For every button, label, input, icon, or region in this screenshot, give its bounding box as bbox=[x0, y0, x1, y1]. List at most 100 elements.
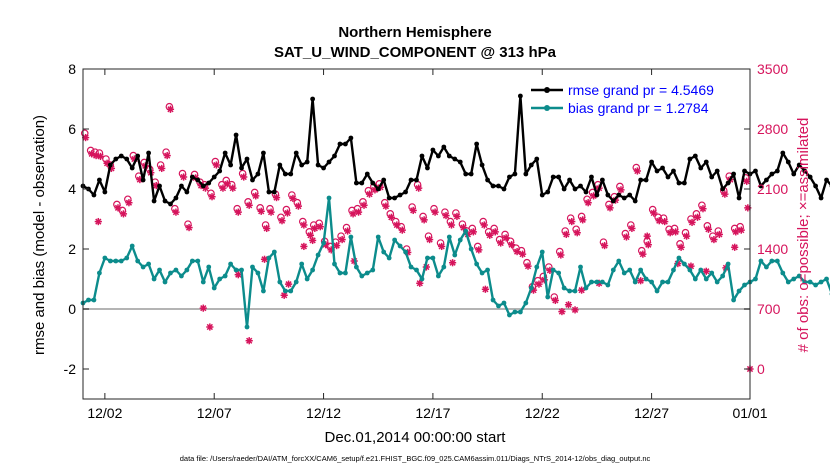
obs-assimilated-marker bbox=[393, 221, 400, 228]
bias-point bbox=[469, 247, 474, 252]
bias-point bbox=[354, 265, 359, 270]
obs-assimilated-marker bbox=[399, 227, 406, 234]
bias-point bbox=[436, 274, 441, 279]
bias-point bbox=[250, 265, 255, 270]
bias-point bbox=[92, 298, 97, 303]
bias-point bbox=[819, 280, 824, 285]
bias-point bbox=[277, 280, 282, 285]
obs-assimilated-marker bbox=[565, 301, 572, 308]
rmse-point bbox=[392, 196, 397, 201]
obs-assimilated-marker bbox=[300, 221, 307, 228]
obs-assimilated-marker bbox=[349, 210, 356, 217]
rmse-point bbox=[97, 178, 102, 183]
rmse-point bbox=[589, 175, 594, 180]
bias-point bbox=[239, 268, 244, 273]
rmse-point bbox=[234, 133, 239, 138]
obs-assimilated-marker bbox=[623, 233, 630, 240]
bias-point bbox=[420, 277, 425, 282]
rmse-point bbox=[731, 172, 736, 177]
obs-assimilated-marker bbox=[114, 204, 121, 211]
obs-assimilated-marker bbox=[628, 225, 635, 232]
rmse-point bbox=[174, 196, 179, 201]
obs-assimilated-marker bbox=[579, 216, 586, 223]
bias-point bbox=[742, 283, 747, 288]
bias-point bbox=[381, 250, 386, 255]
bias-point bbox=[485, 268, 490, 273]
bias-point bbox=[338, 271, 343, 276]
rmse-point bbox=[824, 178, 829, 183]
right-y-tick-label: 3500 bbox=[757, 61, 788, 77]
rmse-point bbox=[152, 199, 157, 204]
bias-point bbox=[299, 262, 304, 267]
rmse-point bbox=[179, 184, 184, 189]
rmse-point bbox=[365, 172, 370, 177]
rmse-point bbox=[141, 178, 146, 183]
left-y-tick-label: 6 bbox=[68, 121, 76, 137]
obs-assimilated-marker bbox=[601, 242, 608, 249]
bias-point bbox=[245, 325, 250, 330]
bias-point bbox=[195, 259, 200, 264]
left-y-tick-label: 0 bbox=[68, 301, 76, 317]
obs-assimilated-marker bbox=[180, 173, 187, 180]
bias-point bbox=[414, 268, 419, 273]
rmse-point bbox=[277, 163, 282, 168]
bias-point bbox=[726, 262, 731, 267]
obs-assimilated-marker bbox=[300, 243, 307, 250]
bias-point bbox=[332, 262, 337, 267]
rmse-point bbox=[261, 151, 266, 156]
bias-point bbox=[513, 310, 518, 315]
rmse-point bbox=[677, 181, 682, 186]
obs-assimilated-marker bbox=[571, 306, 578, 313]
obs-assimilated-marker bbox=[224, 180, 231, 187]
rmse-point bbox=[441, 145, 446, 150]
bias-point bbox=[119, 259, 124, 264]
bias-point bbox=[759, 259, 764, 264]
bias-point bbox=[266, 256, 271, 261]
left-y-tick-label: 8 bbox=[68, 61, 76, 77]
rmse-point bbox=[321, 166, 326, 171]
rmse-point bbox=[540, 193, 545, 198]
obs-assimilated-marker bbox=[258, 208, 265, 215]
bias-point bbox=[310, 268, 315, 273]
x-tick-label: 12/02 bbox=[87, 405, 122, 421]
bias-point bbox=[425, 256, 430, 261]
x-tick-label: 12/22 bbox=[525, 405, 560, 421]
bias-point bbox=[376, 235, 381, 240]
obs-assimilated-marker bbox=[519, 251, 526, 258]
obs-assimilated-marker bbox=[743, 178, 750, 185]
obs-assimilated-marker bbox=[200, 305, 207, 312]
bias-point bbox=[343, 271, 348, 276]
chart-title-line2: SAT_U_WIND_COMPONENT @ 313 hPa bbox=[274, 44, 557, 61]
right-y-tick-label: 1400 bbox=[757, 241, 788, 257]
obs-assimilated-marker bbox=[172, 209, 179, 216]
bias-point bbox=[496, 304, 501, 309]
obs-assimilated-marker bbox=[339, 236, 346, 243]
bias-point bbox=[206, 265, 211, 270]
rmse-point bbox=[343, 142, 348, 147]
bias-point bbox=[677, 256, 682, 261]
bias-point bbox=[786, 280, 791, 285]
left-y-tick-label: 2 bbox=[68, 241, 76, 257]
obs-assimilated-marker bbox=[311, 225, 318, 232]
bias-point bbox=[687, 268, 692, 273]
obs-assimilated-marker bbox=[164, 152, 171, 159]
obs-assimilated-marker bbox=[388, 214, 395, 221]
obs-assimilated-marker bbox=[438, 243, 445, 250]
rmse-point bbox=[168, 202, 173, 207]
rmse-point bbox=[545, 190, 550, 195]
obs-assimilated-marker bbox=[284, 209, 291, 216]
bias-point bbox=[720, 274, 725, 279]
obs-assimilated-marker bbox=[453, 213, 460, 220]
chart-title-line1: Northern Hemisphere bbox=[338, 24, 491, 41]
bias-point bbox=[217, 277, 222, 282]
bias-point bbox=[616, 259, 621, 264]
rmse-point bbox=[157, 184, 162, 189]
rmse-point bbox=[605, 193, 610, 198]
rmse-point bbox=[513, 172, 518, 177]
obs-assimilated-marker bbox=[617, 186, 624, 193]
bias-point bbox=[824, 277, 829, 282]
rmse-point bbox=[447, 154, 452, 159]
obs-assimilated-marker bbox=[716, 231, 723, 238]
obs-assimilated-marker bbox=[421, 216, 428, 223]
obs-assimilated-marker bbox=[508, 241, 515, 248]
